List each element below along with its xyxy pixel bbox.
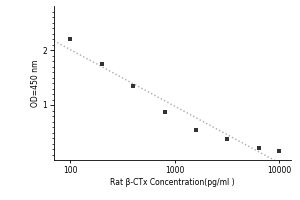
Point [162,110,167,113]
Point [194,128,198,131]
Point [68,37,73,41]
Point [256,146,261,150]
Point [131,84,136,87]
Point [99,62,104,65]
Y-axis label: OD=450 nm: OD=450 nm [31,59,40,107]
Point [225,138,230,141]
Point [277,149,281,152]
X-axis label: Rat β-CTx Concentration(pg/ml ): Rat β-CTx Concentration(pg/ml ) [110,178,235,187]
